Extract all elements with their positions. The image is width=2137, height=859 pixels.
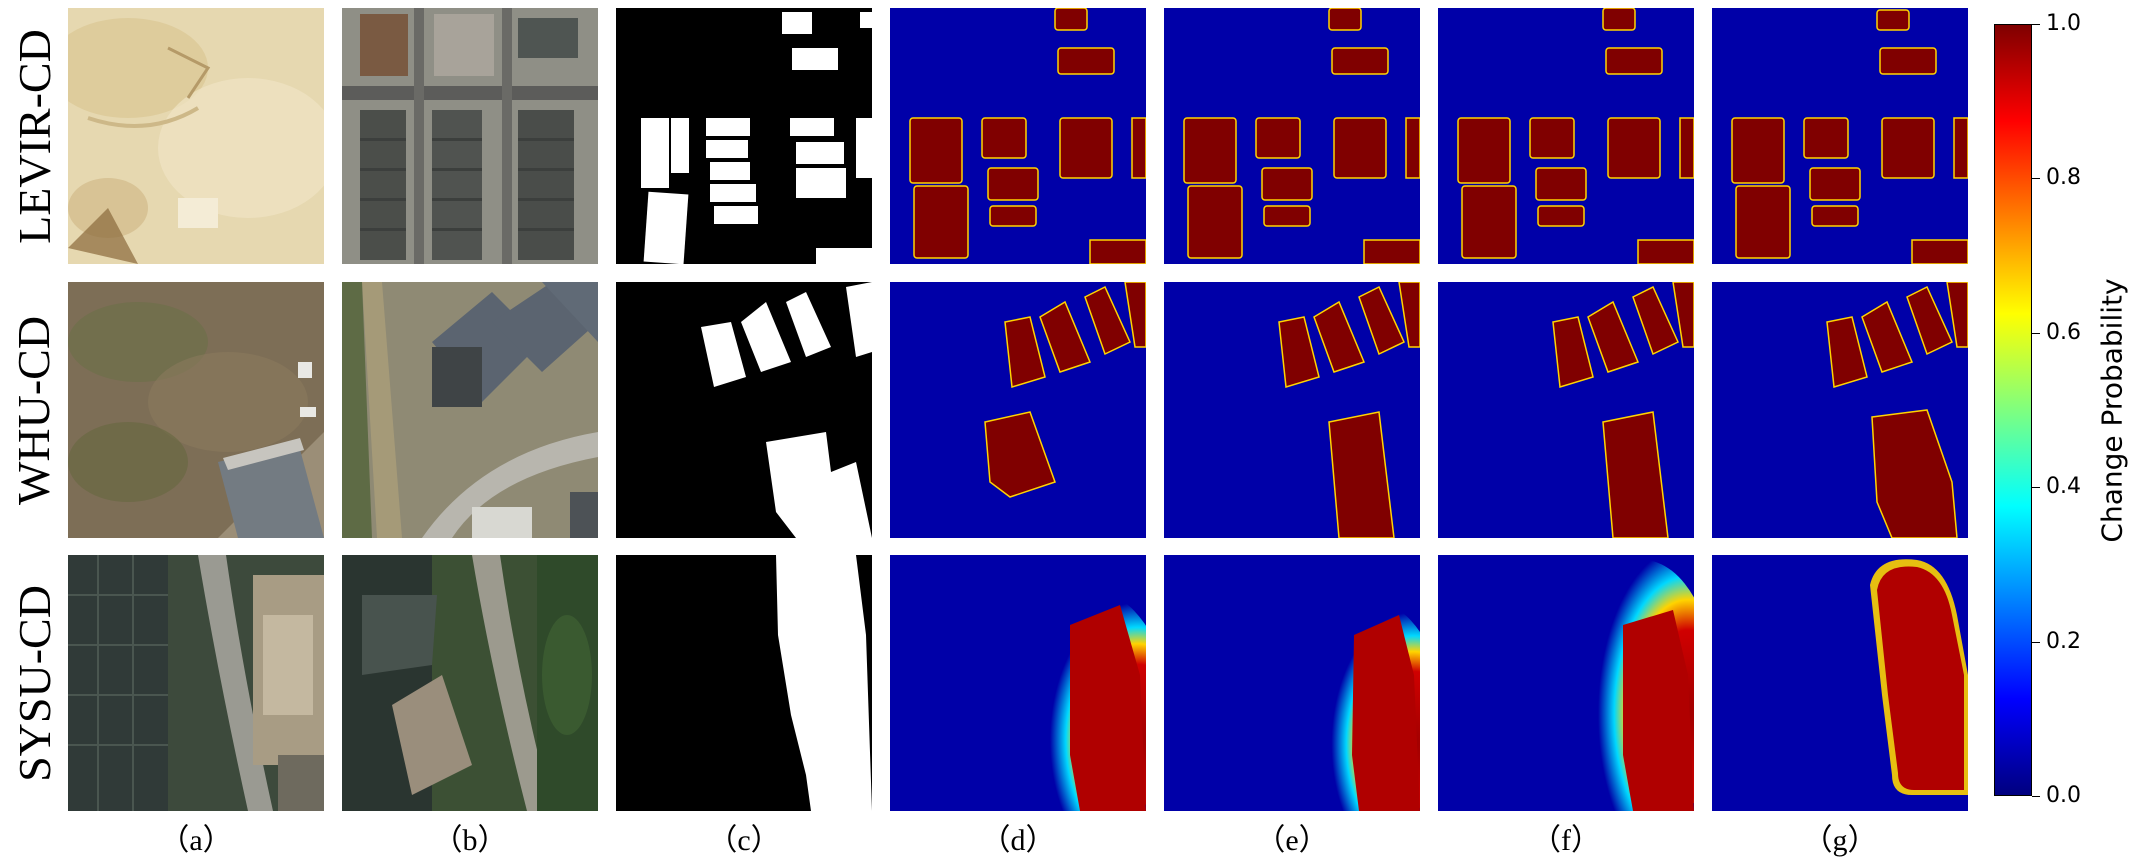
tile-whu-ground-truth xyxy=(616,282,872,538)
colorbar-tick-label: 1.0 xyxy=(2046,11,2081,36)
colorbar-tick-label: 0.6 xyxy=(2046,320,2081,345)
tile-levir-ground-truth xyxy=(616,8,872,264)
tile-sysu-prediction-d xyxy=(890,555,1146,811)
colorbar-tick-label: 0.2 xyxy=(2046,629,2081,654)
tile-sysu-ground-truth xyxy=(616,555,872,811)
colorbar-label-text: Change Probability xyxy=(2095,277,2129,543)
column-label-g: （g） xyxy=(1802,824,1878,857)
tile-whu-prediction-g xyxy=(1712,282,1968,538)
tile-levir-prediction-f xyxy=(1438,8,1694,264)
row-label-levir: LEVIR-CD xyxy=(8,8,60,264)
colorbar-tick-label: 0.0 xyxy=(2046,783,2081,808)
column-label-d: （d） xyxy=(980,824,1056,857)
tile-whu-prediction-e xyxy=(1164,282,1420,538)
column-label-a: （a） xyxy=(159,824,233,857)
colorbar-tick-label: 0.8 xyxy=(2046,165,2081,190)
row-label-text: SYSU-CD xyxy=(8,584,60,782)
column-label-e: （e） xyxy=(1255,824,1329,857)
tile-levir-pre-image xyxy=(68,8,324,264)
tile-levir-prediction-g xyxy=(1712,8,1968,264)
tile-levir-prediction-e xyxy=(1164,8,1420,264)
column-label-b: （b） xyxy=(432,824,508,857)
column-label-c: （c） xyxy=(707,824,781,857)
tile-sysu-prediction-e xyxy=(1164,555,1420,811)
tile-levir-prediction-d xyxy=(890,8,1146,264)
tile-whu-post-image xyxy=(342,282,598,538)
row-label-sysu: SYSU-CD xyxy=(8,555,60,811)
tile-sysu-pre-image xyxy=(68,555,324,811)
row-label-whu: WHU-CD xyxy=(8,282,60,538)
tile-sysu-prediction-g xyxy=(1712,555,1968,811)
column-label-f: （f） xyxy=(1531,824,1601,857)
tile-whu-prediction-d xyxy=(890,282,1146,538)
row-label-text: LEVIR-CD xyxy=(8,28,60,244)
colorbar-label: Change Probability xyxy=(2092,24,2132,796)
row-label-text: WHU-CD xyxy=(8,315,60,505)
colorbar xyxy=(1994,24,2032,796)
tile-whu-pre-image xyxy=(68,282,324,538)
tile-sysu-prediction-f xyxy=(1438,555,1694,811)
colorbar-tick-label: 0.4 xyxy=(2046,474,2081,499)
tile-sysu-post-image xyxy=(342,555,598,811)
tile-levir-post-image xyxy=(342,8,598,264)
tile-whu-prediction-f xyxy=(1438,282,1694,538)
